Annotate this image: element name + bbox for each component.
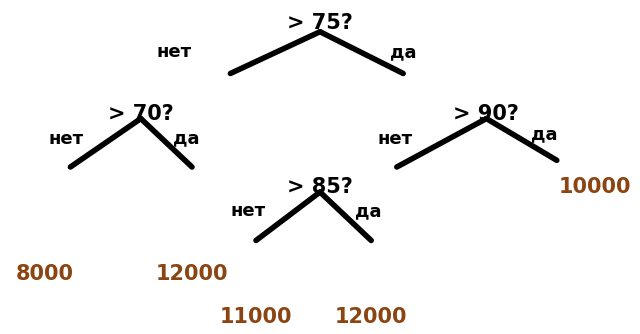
Text: 12000: 12000 <box>156 264 228 284</box>
Text: > 70?: > 70? <box>108 104 173 124</box>
Text: нет: нет <box>48 130 83 148</box>
Text: > 75?: > 75? <box>287 13 353 33</box>
Text: > 90?: > 90? <box>454 104 519 124</box>
Text: 10000: 10000 <box>559 177 632 197</box>
Text: нет: нет <box>230 202 266 220</box>
Text: 8000: 8000 <box>16 264 74 284</box>
Text: 12000: 12000 <box>335 307 408 327</box>
Text: да: да <box>390 43 417 61</box>
Text: да: да <box>173 130 199 148</box>
Text: да: да <box>355 202 381 220</box>
Text: 11000: 11000 <box>220 307 292 327</box>
Text: > 85?: > 85? <box>287 177 353 197</box>
Text: нет: нет <box>157 43 192 61</box>
Text: да: да <box>531 125 557 143</box>
Text: нет: нет <box>378 130 413 148</box>
